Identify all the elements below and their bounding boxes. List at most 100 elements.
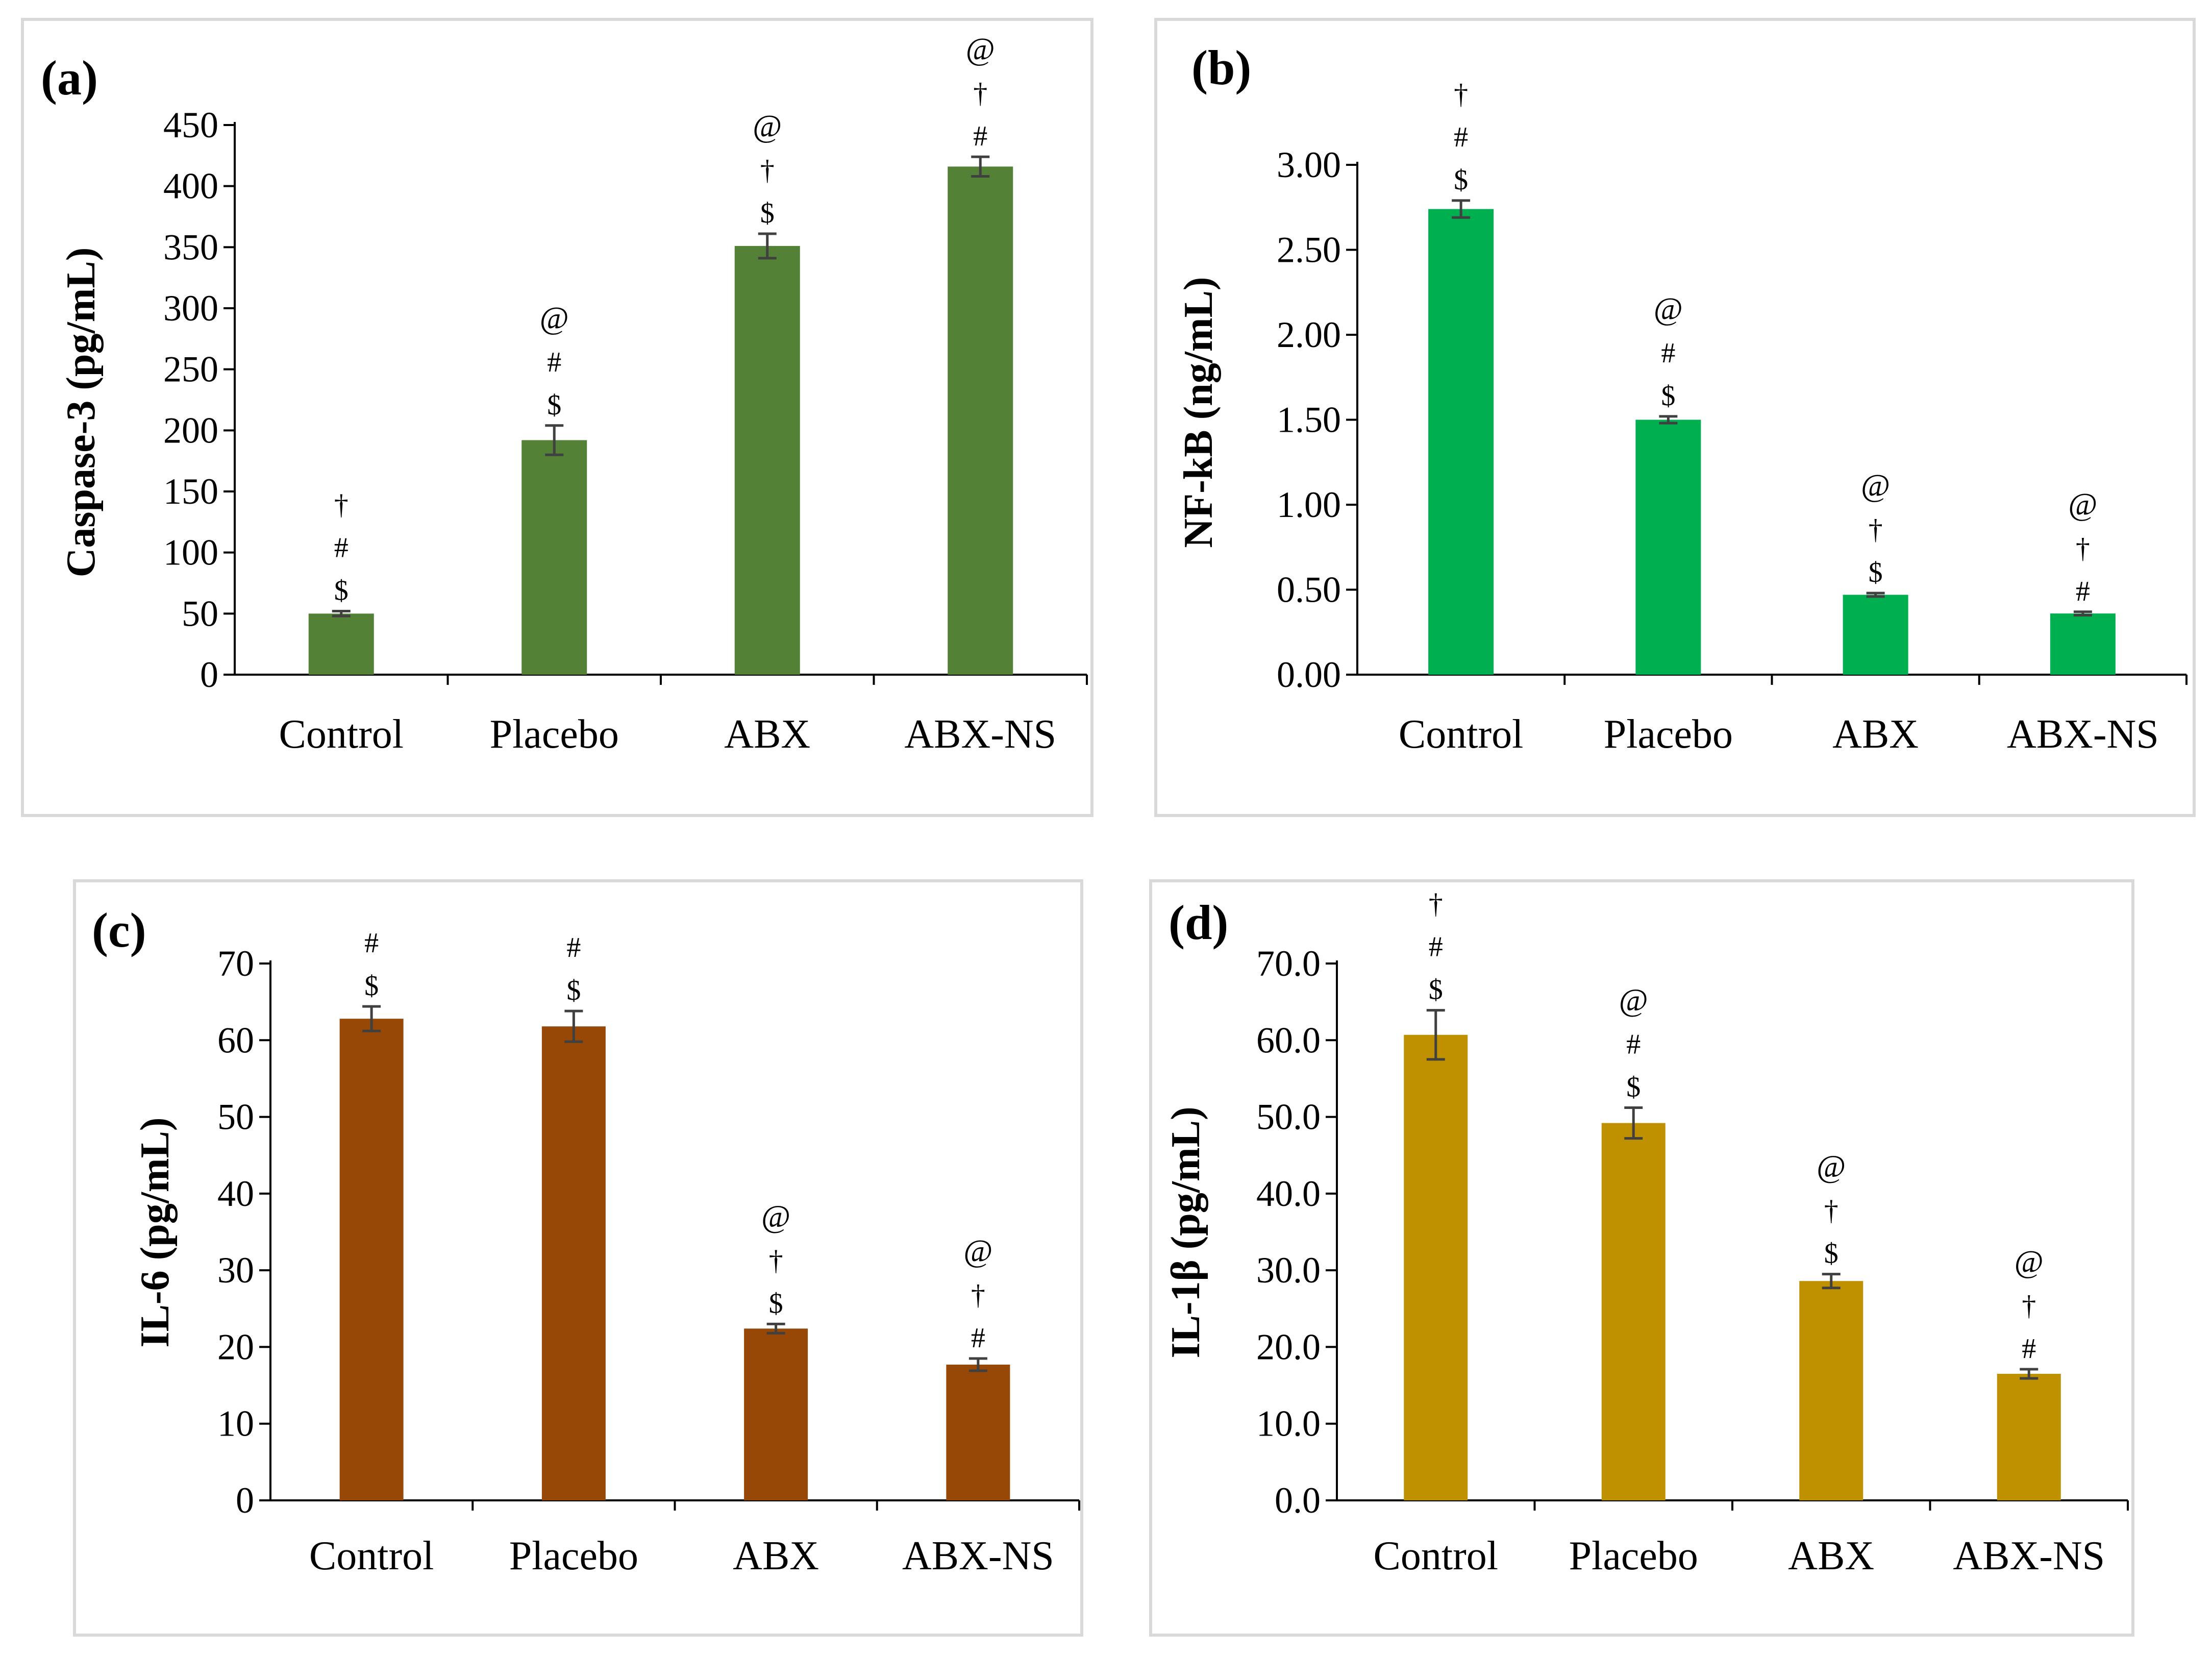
panel-a-significance-mark: #	[973, 120, 987, 152]
panel-b-y-tick-label: 3.00	[1277, 144, 1341, 185]
panel-d-bar-control	[1404, 1034, 1468, 1500]
panel-c-x-tick-label: ABX	[733, 1534, 819, 1578]
panel-c-significance-mark: #	[971, 1322, 985, 1354]
panel-c-plot: 0 10 20 30 40 50 60 70 Control $ # Placebo $ # ABX $ † @ A…	[217, 927, 1080, 1578]
panel-b-x-tick-label: ABX-NS	[2007, 712, 2159, 757]
panel-a-y-tick-label: 150	[163, 471, 218, 512]
panel-b-y-tick-label: 1.00	[1277, 484, 1341, 525]
panel-a-bar-placebo	[521, 440, 587, 675]
panel-c-significance-mark: @	[761, 1199, 790, 1234]
panel-b-significance-mark: $	[1454, 164, 1468, 196]
panel-b-significance-mark: #	[2076, 576, 2090, 607]
panel-b-significance-mark: @	[2068, 487, 2097, 522]
panel-b-y-tick-label: 0.50	[1277, 570, 1341, 610]
panel-a-label: (a)	[41, 51, 98, 105]
panel-b-bar-placebo	[1635, 419, 1701, 675]
panel-a-y-tick-label: 200	[163, 410, 218, 451]
panel-c: (c) IL-6 (pg/mL) 0 10 20 30 40 50 60 70 Control $…	[73, 879, 1083, 1637]
panel-d-label: (d)	[1169, 895, 1228, 950]
panel-d-significance-mark: †	[1824, 1195, 1838, 1227]
panel-c-y-tick-label: 60	[217, 1020, 254, 1060]
panel-a-x-tick-label: Control	[279, 712, 404, 757]
panel-b-bar-control	[1428, 209, 1494, 675]
panel-c-significance-mark: †	[971, 1279, 985, 1311]
panel-a-significance-mark: †	[760, 155, 775, 186]
panel-c-y-tick-label: 20	[217, 1326, 254, 1367]
panel-a-plot: 0 50 100 150 200 250 300 350 400 450 Control $ # † Pla…	[163, 32, 1088, 757]
panel-a-significance-mark: $	[547, 389, 561, 421]
panel-d-bar-placebo	[1601, 1123, 1666, 1500]
panel-b-label: (b)	[1191, 40, 1251, 95]
panel-a-significance-mark: @	[753, 109, 782, 144]
panel-d-y-tick-label: 70.0	[1256, 943, 1321, 984]
panel-c-y-axis-label: IL-6 (pg/mL)	[133, 1117, 178, 1347]
panel-c-y-tick-label: 10	[217, 1403, 254, 1444]
panel-b-bar-abx-ns	[2050, 613, 2116, 675]
panel-d-y-tick-label: 10.0	[1256, 1403, 1321, 1444]
panel-a-y-tick-label: 50	[182, 593, 218, 634]
panel-c-significance-mark: @	[963, 1234, 992, 1269]
panel-b-x-tick-label: Placebo	[1604, 712, 1733, 757]
panel-b-y-tick-label: 2.00	[1277, 314, 1341, 355]
panel-b-bar-abx	[1843, 595, 1908, 675]
panel-d-bar-abx-ns	[1997, 1374, 2061, 1500]
panel-c-significance-mark: $	[769, 1288, 783, 1319]
panel-a-significance-mark: @	[966, 32, 995, 67]
panel-c-bar-placebo	[541, 1026, 606, 1500]
panel-a-y-tick-label: 250	[163, 349, 218, 390]
panel-a-y-tick-label: 350	[163, 227, 218, 267]
panel-d-significance-mark: @	[1619, 983, 1648, 1018]
panel-a-y-axis-label: Caspase-3 (pg/mL)	[59, 248, 104, 578]
panel-c-y-tick-label: 0	[236, 1480, 254, 1521]
panel-a-significance-mark: #	[547, 347, 561, 378]
panel-b-significance-mark: $	[1661, 380, 1675, 412]
panel-b-y-axis-label: NF-kB (ng/mL)	[1176, 277, 1221, 548]
panel-d-significance-mark: †	[2022, 1290, 2036, 1322]
panel-b-significance-mark: †	[1869, 514, 1883, 546]
panel-b-plot: 0.00 0.50 1.00 1.50 2.00 2.50 3.00 Control $ # † Pl…	[1277, 79, 2188, 757]
panel-d-x-tick-label: ABX	[1788, 1534, 1874, 1578]
panel-b-significance-mark: †	[1454, 79, 1468, 110]
panel-c-y-tick-label: 50	[217, 1097, 254, 1138]
panel-c-y-tick-label: 70	[217, 943, 254, 984]
panel-d-x-tick-label: Control	[1374, 1534, 1498, 1578]
panel-b-y-tick-label: 1.50	[1277, 400, 1341, 440]
panel-c-significance-mark: #	[364, 927, 379, 959]
panel-d-y-tick-label: 60.0	[1256, 1020, 1321, 1060]
panel-d-y-tick-label: 0.0	[1275, 1480, 1321, 1521]
panel-c-significance-mark: †	[769, 1245, 783, 1276]
panel-a-y-tick-label: 300	[163, 288, 218, 329]
panel-a-y-tick-label: 450	[163, 105, 218, 145]
panel-a-x-tick-label: ABX	[724, 712, 810, 757]
panel-b-significance-mark: #	[1661, 337, 1675, 369]
panel-a-significance-mark: †	[334, 489, 349, 521]
panel-a-significance-mark: $	[760, 197, 775, 229]
panel-d-significance-mark: #	[2022, 1333, 2036, 1365]
panel-a-significance-mark: @	[540, 301, 569, 336]
panel-d-y-tick-label: 20.0	[1256, 1326, 1321, 1367]
panel-d-y-tick-label: 30.0	[1256, 1250, 1321, 1291]
panel-b-y-tick-label: 2.50	[1277, 230, 1341, 270]
panel-b-significance-mark: †	[2076, 533, 2090, 564]
panel-d: (d) IL-1β (pg/mL) 0.0 10.0 20.0 30.0 40.0 50.…	[1149, 879, 2134, 1637]
panel-c-y-tick-label: 40	[217, 1173, 254, 1214]
panel-c-significance-mark: #	[566, 932, 581, 964]
panel-d-y-axis-label: IL-1β (pg/mL)	[1163, 1106, 1208, 1358]
panel-d-significance-mark: $	[1429, 974, 1443, 1006]
panel-d-significance-mark: @	[2015, 1245, 2044, 1279]
panel-a-x-tick-label: Placebo	[490, 712, 619, 757]
panel-b-x-tick-label: ABX	[1832, 712, 1919, 757]
panel-b-significance-mark: @	[1861, 468, 1890, 503]
panel-a-significance-mark: #	[334, 532, 349, 564]
panel-c-bar-abx	[744, 1328, 808, 1500]
panel-a-bar-control	[308, 613, 374, 675]
panel-a-y-tick-label: 0	[200, 654, 218, 695]
panel-b-x-tick-label: Control	[1399, 712, 1523, 757]
panel-d-significance-mark: †	[1429, 888, 1443, 920]
panel-a: (a) Caspase-3 (pg/mL) 0 50 100 150 200 250 300…	[21, 18, 1093, 817]
panel-d-significance-mark: #	[1429, 931, 1443, 963]
panel-c-bar-control	[339, 1019, 404, 1500]
panel-a-bar-abx	[734, 245, 800, 675]
panel-b-significance-mark: #	[1454, 121, 1468, 153]
